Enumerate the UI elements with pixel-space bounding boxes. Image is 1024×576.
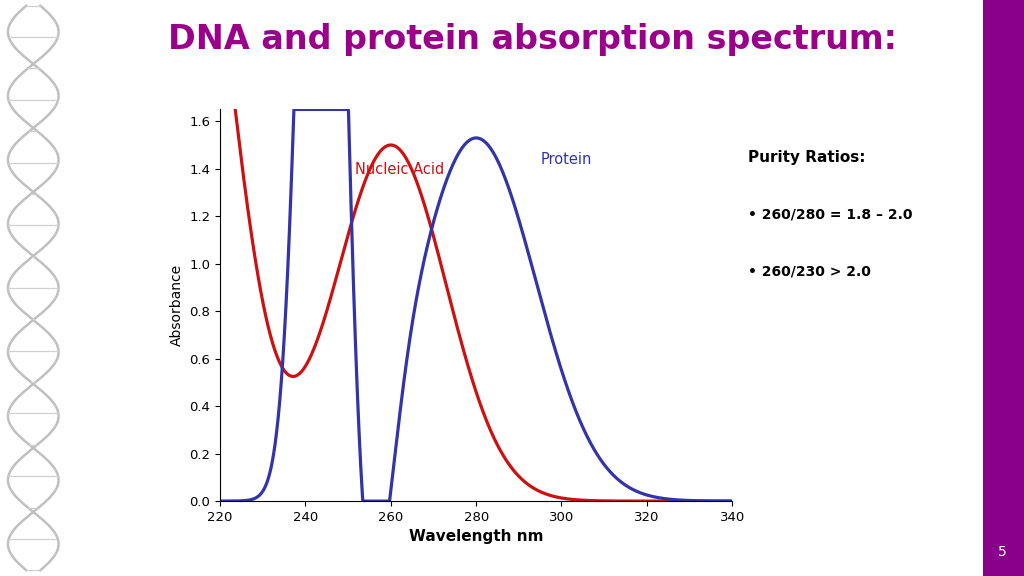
Text: • 260/280 = 1.8 – 2.0: • 260/280 = 1.8 – 2.0 <box>748 207 912 221</box>
X-axis label: Wavelength nm: Wavelength nm <box>409 529 544 544</box>
Text: DNA and protein absorption spectrum:: DNA and protein absorption spectrum: <box>168 23 897 56</box>
Y-axis label: Absorbance: Absorbance <box>170 264 183 346</box>
Text: Protein: Protein <box>541 152 592 167</box>
Text: Nucleic Acid: Nucleic Acid <box>354 161 444 176</box>
Text: • 260/230 > 2.0: • 260/230 > 2.0 <box>748 265 870 279</box>
Text: Purity Ratios:: Purity Ratios: <box>748 150 865 165</box>
Text: 5: 5 <box>998 545 1007 559</box>
